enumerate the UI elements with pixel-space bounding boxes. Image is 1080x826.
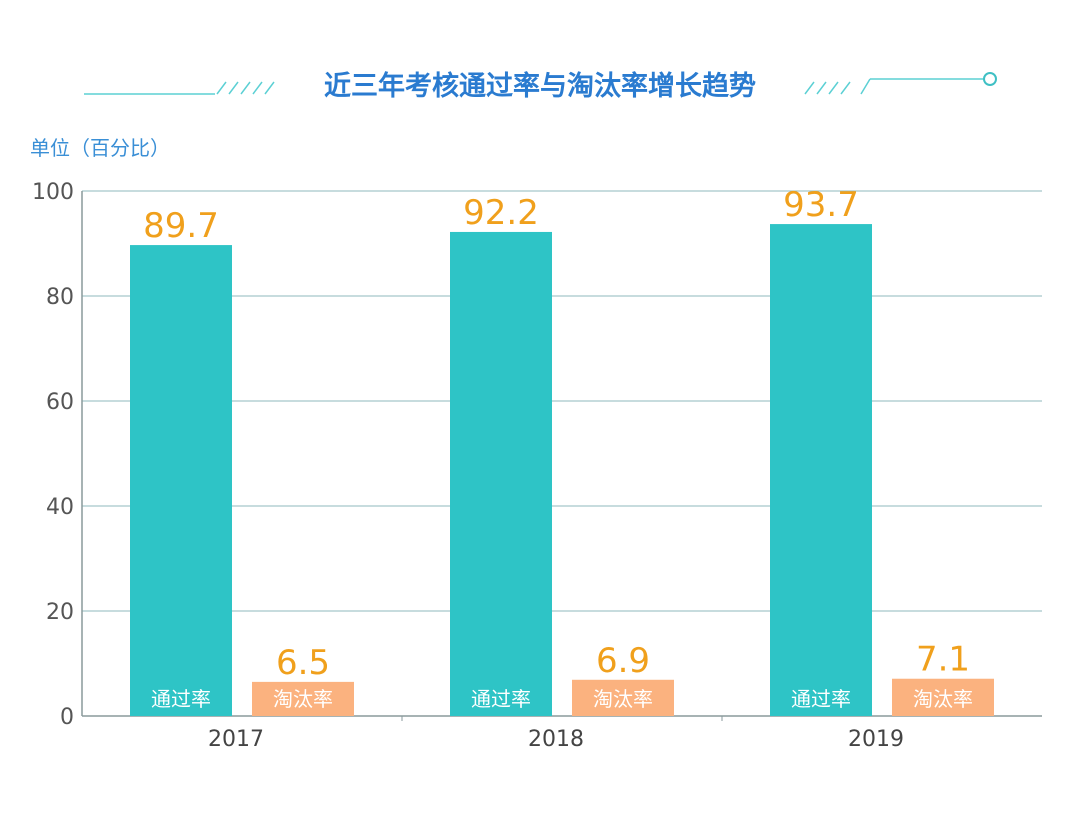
chart-title: 近三年考核通过率与淘汰率增长趋势 <box>324 71 756 102</box>
series-label: 淘汰率 <box>273 687 333 711</box>
circle-icon <box>983 72 997 86</box>
y-tick-label: 0 <box>60 705 74 730</box>
bar-2019-1 <box>892 678 994 716</box>
series-label: 通过率 <box>791 687 851 711</box>
x-tick-label: 2018 <box>528 727 584 752</box>
x-tick-label: 2017 <box>208 727 264 752</box>
series-label: 淘汰率 <box>913 687 973 711</box>
y-tick-label: 80 <box>46 285 74 310</box>
bar-2017-1 <box>252 681 354 716</box>
y-tick-label: 100 <box>32 180 74 205</box>
data-label: 6.5 <box>276 643 330 683</box>
bar-2019-0 <box>770 224 872 716</box>
bar-2017-0 <box>130 245 232 716</box>
data-label: 92.2 <box>463 193 539 233</box>
series-label: 通过率 <box>151 687 211 711</box>
y-tick-label: 40 <box>46 495 74 520</box>
series-label: 通过率 <box>471 687 531 711</box>
bar-2018-0 <box>450 231 552 716</box>
y-axis-label: 单位（百分比） <box>30 136 170 160</box>
data-label: 89.7 <box>143 206 219 246</box>
bar-2018-1 <box>572 679 674 716</box>
title-decoration <box>84 72 997 95</box>
y-tick-label: 20 <box>46 600 74 625</box>
y-tick-label: 60 <box>46 390 74 415</box>
data-label: 6.9 <box>596 641 650 681</box>
x-tick-label: 2019 <box>848 727 904 752</box>
data-label: 7.1 <box>916 640 970 680</box>
series-label: 淘汰率 <box>593 687 653 711</box>
data-label: 93.7 <box>783 185 859 225</box>
